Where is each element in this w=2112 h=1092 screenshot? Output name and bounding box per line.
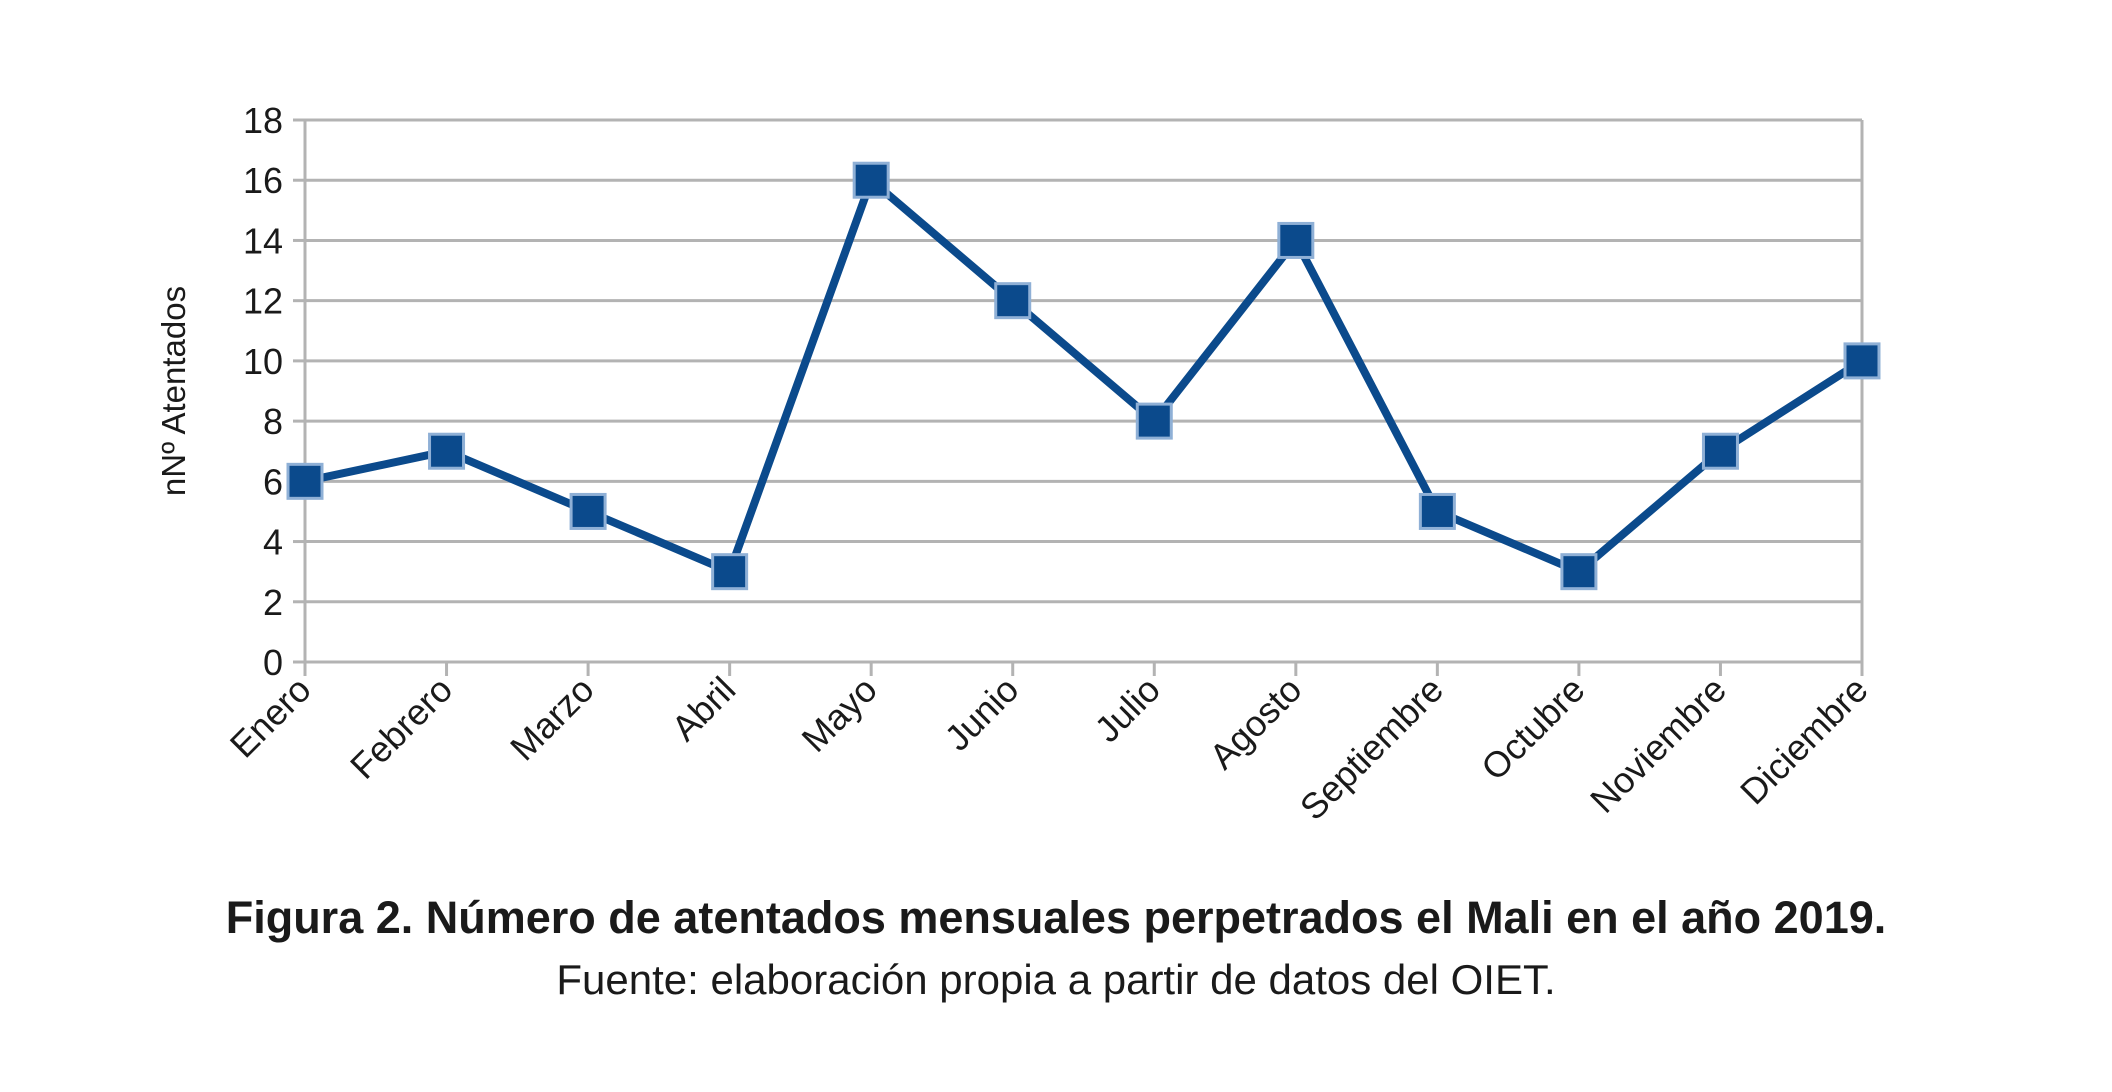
y-tick-label: 6 (263, 461, 283, 502)
x-tick-label: Diciembre (1732, 669, 1876, 813)
data-point-marker (711, 553, 749, 591)
x-tick-label: Agosto (1201, 669, 1309, 777)
y-tick-label: 4 (263, 522, 283, 563)
y-tick-label: 8 (263, 401, 283, 442)
data-point-marker (1560, 553, 1598, 591)
y-tick-label: 16 (243, 160, 283, 201)
data-point-marker (286, 462, 324, 500)
data-point-marker (1701, 432, 1739, 470)
figure-caption-source: Fuente: elaboración propia a partir de d… (556, 956, 1556, 1003)
data-point-marker (1843, 342, 1881, 380)
data-point-marker (1277, 221, 1315, 259)
x-tick-labels: Enero Febrero Marzo Abril Mayo Junio Julio Agos… (222, 669, 1876, 828)
data-point-marker (1418, 492, 1456, 530)
x-tick-label: Febrero (342, 669, 460, 787)
x-tick-label: Septiembre (1292, 669, 1451, 828)
figure-caption-title: Figura 2. Número de atentados mensuales … (225, 892, 1887, 943)
line-chart: 0 2 4 6 8 10 12 14 16 18 Enero Febrero Marzo Abril Ma… (155, 100, 1881, 828)
data-point-marker (428, 432, 466, 470)
y-tick-label: 10 (243, 341, 283, 382)
y-tick-label: 0 (263, 642, 283, 683)
x-tick-label: Enero (222, 669, 319, 766)
series-atentados (286, 161, 1881, 591)
y-tick-labels: 0 2 4 6 8 10 12 14 16 18 (243, 100, 283, 683)
data-point-marker (1135, 402, 1173, 440)
data-point-marker (569, 492, 607, 530)
series-line (301, 176, 1866, 576)
data-point-marker (994, 282, 1032, 320)
x-tick-label: Abril (663, 669, 743, 749)
x-tick-label: Mayo (794, 669, 885, 760)
y-tick-label: 18 (243, 100, 283, 141)
y-tick-label: 12 (243, 281, 283, 322)
y-tick-label: 14 (243, 220, 283, 261)
x-tick-label: Julio (1087, 669, 1168, 750)
x-tick-label: Octubre (1473, 669, 1593, 789)
data-point-marker (852, 161, 890, 199)
y-axis-label: nNº Atentados (155, 286, 192, 496)
axes (293, 118, 1864, 676)
gridlines (305, 118, 1862, 664)
y-tick-label: 2 (263, 582, 283, 623)
x-tick-label: Noviembre (1582, 669, 1734, 821)
x-tick-label: Marzo (502, 669, 602, 769)
x-tick-label: Junio (937, 669, 1027, 759)
